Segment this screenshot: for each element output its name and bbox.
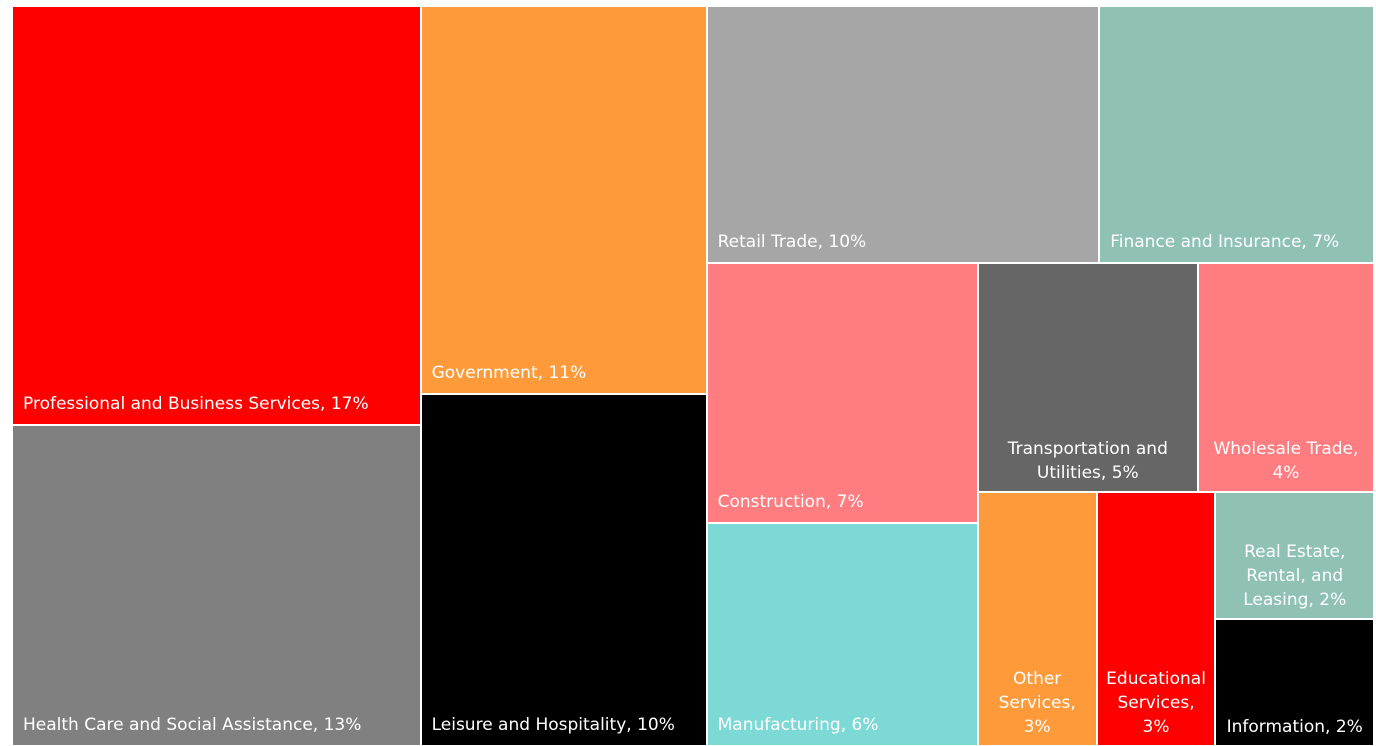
tile-label: Health Care and Social Assistance, 13% xyxy=(23,714,362,735)
value-label: 10% xyxy=(637,714,675,735)
category-label: Finance and Insurance xyxy=(1110,231,1302,252)
tile: Finance and Insurance, 7% xyxy=(1099,6,1374,263)
tile-label: Government, 11% xyxy=(431,362,587,383)
value-label: 5% xyxy=(1111,462,1139,483)
value-label: 13% xyxy=(323,714,362,735)
tile-label: Real Estate, Rental, and Leasing, 2% xyxy=(1243,541,1347,610)
tile: Construction, 7% xyxy=(706,262,978,523)
value-label: 2% xyxy=(1335,716,1363,737)
tile-label: Educational Services, 3% xyxy=(1106,668,1206,737)
category-label: Construction xyxy=(717,491,826,512)
tile-label: Other Services, 3% xyxy=(998,668,1076,737)
tile-label: Wholesale Trade, 4% xyxy=(1213,438,1359,483)
category-label: Government xyxy=(431,362,538,383)
tile-label: Leisure and Hospitality, 10% xyxy=(431,714,675,735)
category-label: Information xyxy=(1226,716,1326,737)
value-label: 17% xyxy=(330,394,369,415)
value-label: 10% xyxy=(828,231,867,252)
value-label: 11% xyxy=(548,362,587,383)
category-label: Transportation and Utilities xyxy=(1007,438,1168,483)
value-label: 2% xyxy=(1319,589,1347,610)
tile-label: Transportation and Utilities, 5% xyxy=(1007,438,1168,483)
category-label: Wholesale Trade xyxy=(1213,438,1354,459)
category-label: Retail Trade xyxy=(717,231,818,252)
tile: Other Services, 3% xyxy=(977,491,1097,746)
tile: Health Care and Social Assistance, 13% xyxy=(12,425,421,746)
value-label: 4% xyxy=(1272,462,1300,483)
tile: Information, 2% xyxy=(1215,618,1374,746)
tile: Government, 11% xyxy=(420,6,707,394)
category-label: Leisure and Hospitality xyxy=(431,714,627,735)
tile: Wholesale Trade, 4% xyxy=(1197,262,1374,492)
value-label: 7% xyxy=(836,491,864,512)
category-label: Health Care and Social Assistance xyxy=(23,714,313,735)
treemap: Professional and Business Services, 17% H… xyxy=(12,6,1374,746)
value-label: 6% xyxy=(851,714,879,735)
value-label: 3% xyxy=(1142,716,1170,737)
value-label: 3% xyxy=(1023,716,1051,737)
category-label: Manufacturing xyxy=(717,714,841,735)
tile: Leisure and Hospitality, 10% xyxy=(420,393,707,746)
tile: Manufacturing, 6% xyxy=(706,522,978,746)
tile-label: Construction, 7% xyxy=(717,491,864,512)
tile: Retail Trade, 10% xyxy=(706,6,1100,263)
tile-label: Information, 2% xyxy=(1226,716,1363,737)
tile-label: Professional and Business Services, 17% xyxy=(23,394,369,415)
tile: Real Estate, Rental, and Leasing, 2% xyxy=(1215,491,1374,619)
value-label: 7% xyxy=(1312,231,1340,252)
category-label: Educational Services xyxy=(1106,668,1206,713)
category-label: Other Services xyxy=(998,668,1071,713)
category-label: Real Estate, Rental, and Leasing xyxy=(1243,541,1346,610)
category-label: Professional and Business Services xyxy=(23,394,321,415)
tile-label: Manufacturing, 6% xyxy=(717,714,879,735)
tile: Educational Services, 3% xyxy=(1096,491,1216,746)
tile: Professional and Business Services, 17% xyxy=(12,6,421,426)
tile: Transportation and Utilities, 5% xyxy=(977,262,1198,492)
tile-label: Finance and Insurance, 7% xyxy=(1110,231,1340,252)
tile-label: Retail Trade, 10% xyxy=(717,231,867,252)
